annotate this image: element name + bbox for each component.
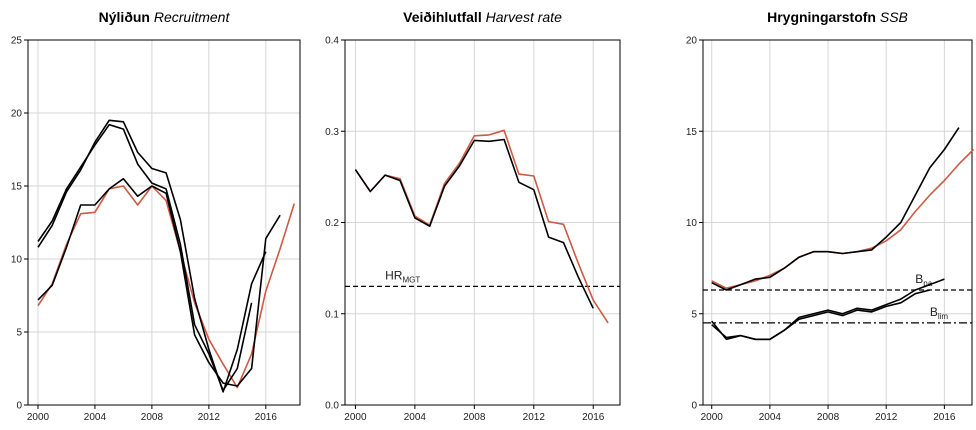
x-tick-label: 2008	[463, 412, 486, 423]
reference-label: HRMGT	[385, 268, 420, 284]
reference-label-sub: lim	[938, 312, 949, 321]
reference-label-text: B	[915, 272, 923, 286]
y-tick-label: 0	[16, 401, 22, 412]
y-tick-label: 20	[686, 36, 698, 47]
title-italic: Harvest rate	[486, 9, 562, 25]
reference-label: Blim	[930, 305, 949, 321]
panel: Veiðihlutfall Harvest rate 0.0 0.1 0.2 0.3 0.…	[325, 9, 621, 423]
title-italic: SSB	[880, 9, 908, 25]
y-tick-label: 0.0	[325, 401, 339, 412]
series-line	[354, 129, 609, 324]
reference-label-sub: MGT	[402, 275, 420, 284]
series-line	[711, 289, 930, 341]
reference-label-text: B	[930, 305, 938, 319]
title-main: Veiðihlutfall	[403, 9, 482, 25]
series-line	[354, 138, 594, 309]
reference-label-text: HR	[385, 268, 403, 282]
x-tick-label: 2000	[344, 412, 367, 423]
plot-area	[28, 40, 300, 405]
x-tick-label: 2012	[198, 412, 221, 423]
y-tick-label: 5	[691, 309, 697, 320]
plot-frame	[344, 39, 621, 406]
x-tick-label: 2016	[582, 412, 605, 423]
y-tick-label: 0.3	[325, 127, 339, 138]
y-tick-label: 15	[11, 182, 23, 193]
y-tick-label: 0.4	[325, 36, 339, 47]
reference-label-sub: pa	[923, 279, 932, 288]
y-tick-label: 0.1	[325, 309, 339, 320]
title-main: Nýliðun	[99, 9, 150, 25]
plot-frame	[27, 39, 301, 406]
x-tick-label: 2016	[255, 412, 278, 423]
y-tick-label: 0.2	[325, 218, 339, 229]
y-tick-label: 10	[11, 255, 23, 266]
x-tick-label: 2004	[404, 412, 427, 423]
y-tick-label: 20	[11, 109, 23, 120]
panel: Hrygningarstofn SSB 0 5 10 15 20 2000 2004 2008 2…	[686, 9, 975, 423]
chart-title: Hrygningarstofn SSB	[767, 9, 908, 25]
title-italic: Recruitment	[154, 9, 231, 25]
x-tick-label: 2004	[84, 412, 107, 423]
series-line	[37, 119, 267, 393]
chart-title: Nýliðun Recruitment	[99, 9, 231, 25]
series-line	[37, 185, 296, 389]
title-main: Hrygningarstofn	[767, 9, 876, 25]
panel: Nýliðun Recruitment 0 5 10 15 20 25 2000 2004 200…	[11, 9, 301, 423]
series-line	[37, 177, 281, 387]
y-tick-label: 5	[16, 328, 22, 339]
reference-label: Bpa	[915, 272, 932, 288]
y-tick-label: 15	[686, 127, 698, 138]
series-line	[711, 127, 960, 291]
x-tick-label: 2008	[817, 412, 840, 423]
y-tick-label: 0	[691, 401, 697, 412]
x-tick-label: 2000	[701, 412, 724, 423]
x-tick-label: 2000	[27, 412, 50, 423]
y-tick-label: 25	[11, 36, 23, 47]
x-tick-label: 2012	[523, 412, 546, 423]
plot-frame	[702, 39, 973, 406]
x-tick-label: 2016	[933, 412, 956, 423]
chart-title: Veiðihlutfall Harvest rate	[403, 9, 562, 25]
x-tick-label: 2004	[759, 412, 782, 423]
y-tick-label: 10	[686, 218, 698, 229]
x-tick-label: 2008	[141, 412, 164, 423]
x-tick-label: 2012	[875, 412, 898, 423]
